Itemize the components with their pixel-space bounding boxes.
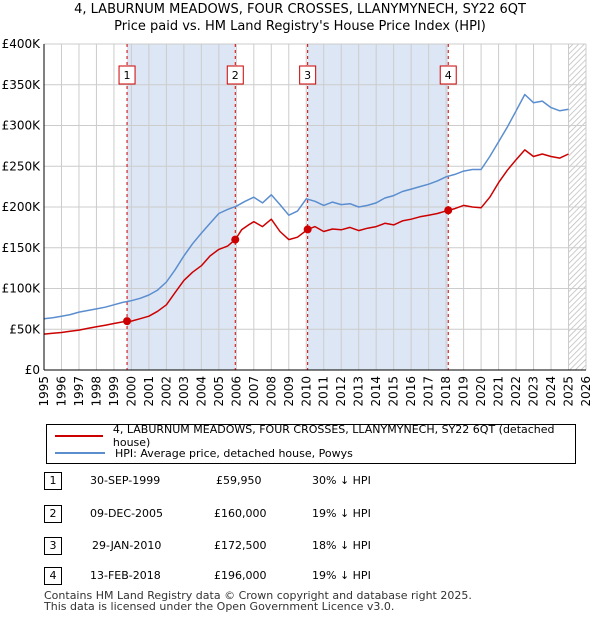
row-badge: 3 [44, 537, 62, 555]
footer-line2: This data is licensed under the Open Gov… [44, 600, 395, 613]
footer-line1: Contains HM Land Registry data © Crown c… [44, 589, 472, 602]
sale-point [231, 235, 240, 244]
marker-box [439, 65, 457, 85]
x-tick-label: 2006 [229, 376, 243, 407]
x-tick-label: 1995 [37, 376, 51, 407]
sale-point [303, 225, 312, 234]
legend-item-property: 4, LABURNUM MEADOWS, FOUR CROSSES, LLANY… [47, 423, 575, 449]
row-badge: 1 [44, 472, 62, 490]
x-tick-label: 2017 [422, 376, 436, 407]
x-tick-label: 2025 [562, 376, 576, 407]
sale-point [444, 206, 453, 215]
legend-item-hpi: HPI: Average price, detached house, Powy… [47, 444, 353, 462]
x-tick-label: 2013 [352, 376, 366, 407]
sale-point [123, 317, 132, 326]
row-pct: 19% ↓ HPI [312, 507, 371, 520]
legend-label-hpi: HPI: Average price, detached house, Powy… [115, 446, 353, 460]
marker-box [118, 65, 136, 85]
row-pct: 19% ↓ HPI [312, 569, 371, 582]
legend-line-hpi [55, 452, 105, 454]
chart-title-line2: Price paid vs. HM Land Registry's House … [114, 19, 486, 34]
x-tick-label: 2008 [264, 376, 278, 407]
row-badge: 2 [44, 505, 62, 523]
row-pct: 18% ↓ HPI [312, 539, 371, 552]
x-tick-label: 2011 [317, 376, 331, 407]
marker-label: 2 [232, 69, 239, 82]
x-tick-label: 2000 [124, 376, 138, 407]
x-tick-label: 2018 [439, 376, 453, 407]
x-tick-label: 2009 [282, 376, 296, 407]
x-tick-label: 2010 [299, 376, 313, 407]
x-tick-label: 2019 [457, 376, 471, 407]
y-tick-label: £150K [2, 241, 42, 255]
legend-label-property: 4, LABURNUM MEADOWS, FOUR CROSSES, LLANY… [112, 423, 555, 449]
row-pct: 30% ↓ HPI [312, 474, 371, 487]
row-badge: 4 [44, 567, 62, 585]
row-price: £160,000 [214, 507, 267, 520]
x-tick-label: 2007 [247, 376, 261, 407]
x-tick-label: 2005 [212, 376, 226, 407]
x-tick-label: 1997 [72, 376, 86, 407]
marker-box [299, 65, 317, 85]
y-tick-label: £100K [2, 282, 42, 296]
series-line-hpi [43, 93, 569, 320]
marker-label: 3 [304, 69, 311, 82]
row-date: 13-FEB-2018 [90, 569, 161, 582]
x-tick-label: 1996 [54, 376, 68, 407]
x-tick-label: 2003 [177, 376, 191, 407]
y-tick-label: £250K [2, 159, 42, 173]
legend: 4, LABURNUM MEADOWS, FOUR CROSSES, LLANY… [46, 423, 576, 464]
x-tick-label: 2012 [334, 376, 348, 407]
x-tick-label: 2021 [492, 376, 506, 407]
x-tick-label: 2001 [142, 376, 156, 407]
y-tick-label: £50K [9, 322, 41, 336]
row-price: £172,500 [214, 539, 267, 552]
marker-label: 4 [445, 69, 452, 82]
y-tick-label: £300K [2, 119, 42, 133]
y-tick-label: £400K [2, 37, 42, 51]
row-date: 29-JAN-2010 [92, 539, 162, 552]
x-tick-label: 1999 [107, 376, 121, 407]
row-date: 09-DEC-2005 [90, 507, 164, 520]
row-price: £59,950 [216, 474, 262, 487]
footer: Contains HM Land Registry data © Crown c… [44, 590, 472, 612]
price-chart: 1 2 3 4 £0 £50K £100K £150K £200K £250K £300K £350… [2, 37, 593, 407]
marker-box [226, 65, 244, 85]
table-row: 1 30-SEP-1999 £59,950 30% ↓ HPI [44, 472, 444, 490]
x-tick-label: 2026 [579, 376, 593, 407]
x-tick-label: 2024 [544, 376, 558, 407]
y-tick-label: £0 [25, 363, 40, 377]
x-tick-label: 2023 [527, 376, 541, 407]
x-tick-label: 2020 [474, 376, 488, 407]
row-date: 30-SEP-1999 [90, 474, 161, 487]
chart-title-line1: 4, LABURNUM MEADOWS, FOUR CROSSES, LLANY… [74, 2, 526, 17]
x-tick-label: 1998 [89, 376, 103, 407]
x-tick-label: 2002 [159, 376, 173, 407]
x-tick-label: 2015 [387, 376, 401, 407]
marker-label: 1 [124, 69, 131, 82]
x-tick-label: 2016 [404, 376, 418, 407]
x-tick-label: 2004 [194, 376, 208, 407]
legend-line-property [55, 435, 103, 437]
y-tick-label: £350K [2, 78, 42, 92]
x-tick-label: 2022 [509, 376, 523, 407]
table-row: 2 09-DEC-2005 £160,000 19% ↓ HPI [44, 505, 444, 523]
table-row: 4 13-FEB-2018 £196,000 19% ↓ HPI [44, 567, 444, 585]
x-tick-label: 2014 [369, 376, 383, 407]
table-row: 3 29-JAN-2010 £172,500 18% ↓ HPI [44, 537, 444, 555]
y-tick-label: £200K [2, 200, 42, 214]
row-price: £196,000 [214, 569, 267, 582]
